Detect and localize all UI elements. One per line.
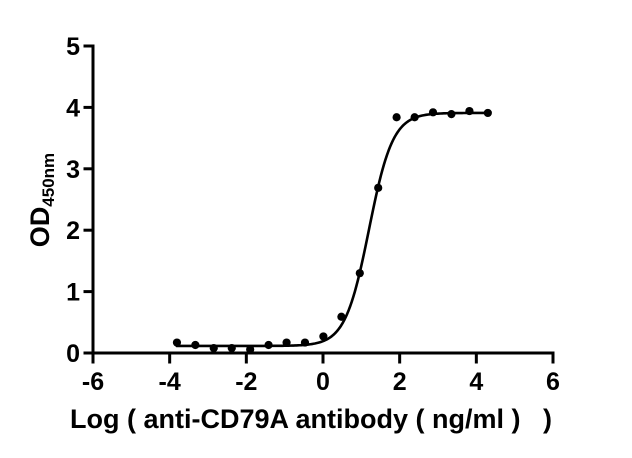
x-tick-label: -4 xyxy=(159,368,181,396)
y-axis-title: OD450nm xyxy=(25,153,58,247)
fit-curve xyxy=(175,111,490,348)
x-tick-label: -6 xyxy=(82,368,104,396)
x-tick-label: 6 xyxy=(546,368,560,396)
data-point xyxy=(465,106,474,116)
data-point xyxy=(483,108,492,118)
data-point xyxy=(447,110,456,119)
data-point xyxy=(209,343,218,353)
y-tick-label: 2 xyxy=(66,217,80,245)
data-point xyxy=(355,269,364,278)
plot-area: 0 1 2 3 4 5 -6 -4 -2 0 2 4 6 xyxy=(66,33,560,396)
data-point xyxy=(337,312,346,321)
x-tick-label: 4 xyxy=(469,368,483,396)
y-axis-title-subscript: 450nm xyxy=(39,153,58,207)
data-point xyxy=(227,343,236,353)
y-tick-label: 1 xyxy=(66,279,80,307)
data-point xyxy=(282,338,291,347)
data-point xyxy=(428,108,438,117)
data-point xyxy=(246,345,255,354)
x-axis-title: Log ( anti-CD79A antibody ( ng/ml ) ) xyxy=(70,404,552,434)
data-point xyxy=(300,338,310,347)
y-tick-label: 5 xyxy=(66,33,80,61)
x-tick-label: 0 xyxy=(316,368,330,396)
data-point xyxy=(392,113,401,122)
y-tick-label: 3 xyxy=(66,156,80,184)
y-tick-label: 4 xyxy=(66,94,80,122)
x-tick-label: 2 xyxy=(393,368,407,396)
y-axis-title-main: OD xyxy=(25,207,55,248)
x-tick-label: -2 xyxy=(235,368,257,396)
data-point xyxy=(374,183,383,192)
data-point xyxy=(264,340,273,350)
data-point xyxy=(191,340,200,350)
data-point xyxy=(172,338,182,347)
y-tick-label: 0 xyxy=(66,340,80,368)
data-point xyxy=(410,113,419,122)
data-point xyxy=(319,332,328,341)
